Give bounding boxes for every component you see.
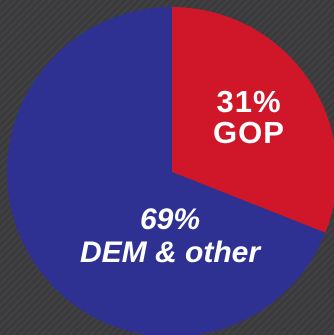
pie-slice-gop: [172, 7, 334, 233]
slice-label-gop: 31% GOP: [213, 84, 285, 150]
slice-value-dem: 69%: [140, 203, 200, 236]
pie-slice-dem: [7, 7, 326, 335]
slice-value-gop: 31%: [216, 84, 281, 119]
slice-name-dem: DEM & other: [80, 236, 262, 269]
pie-slices: [7, 7, 334, 335]
slice-label-dem: 69% DEM & other: [80, 203, 262, 269]
slice-name-gop: GOP: [213, 115, 285, 150]
